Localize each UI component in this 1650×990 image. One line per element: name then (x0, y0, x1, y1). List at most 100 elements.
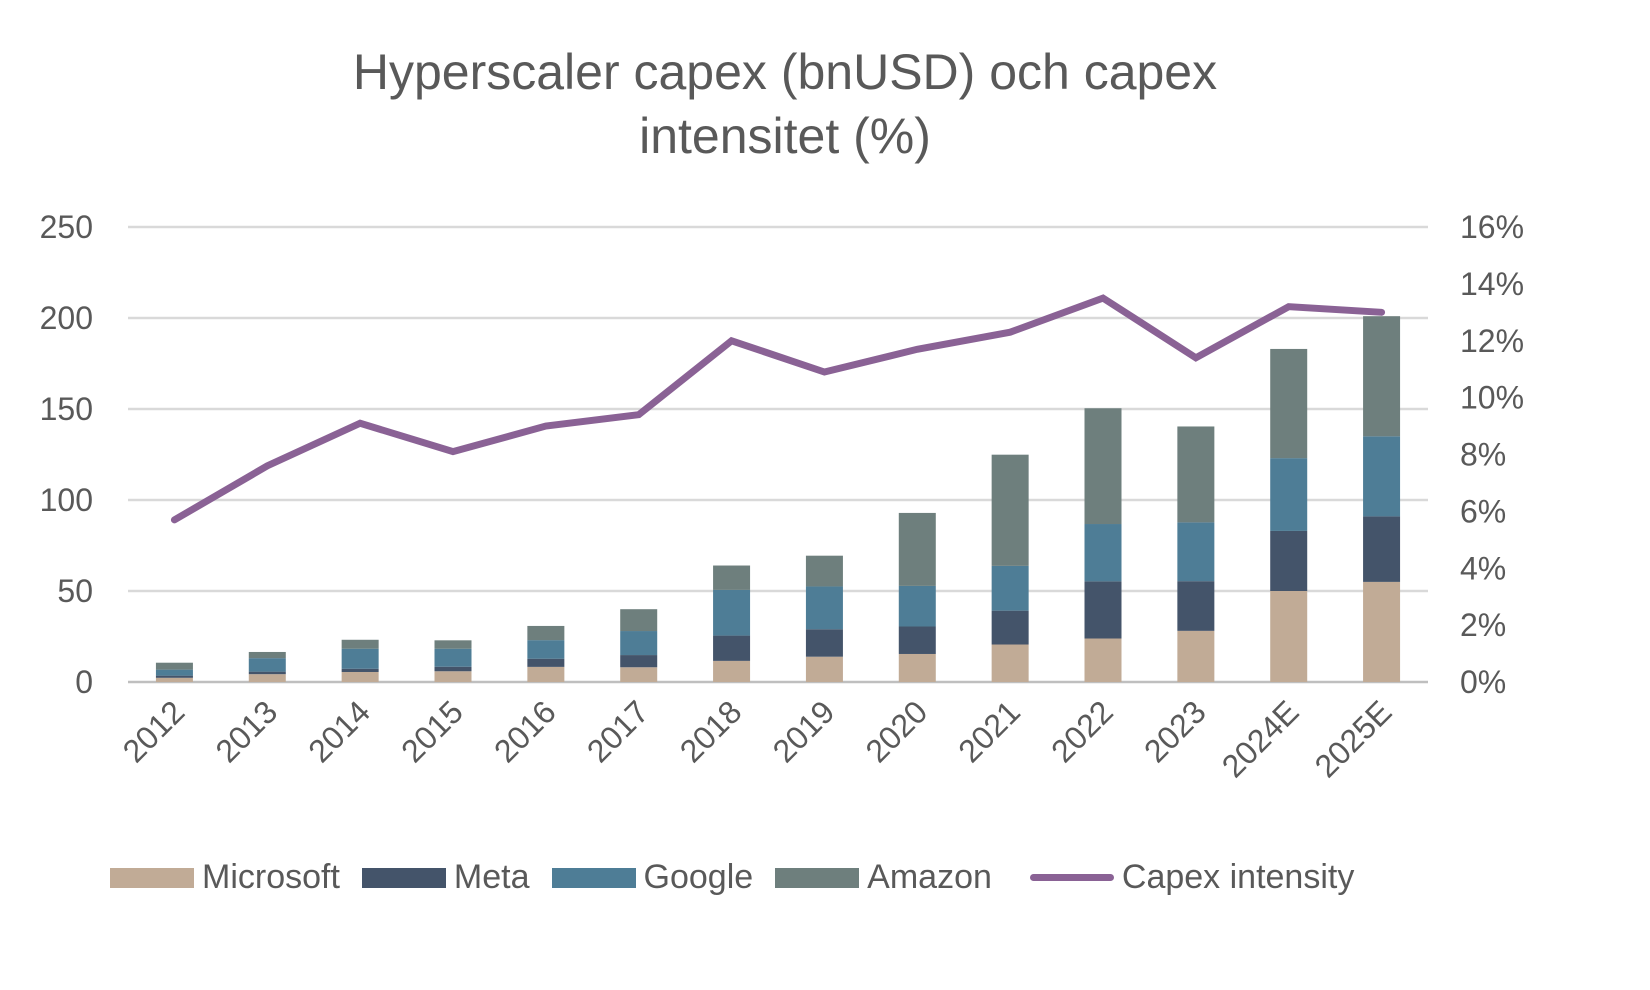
bar-amazon (248, 651, 286, 659)
bar-google (898, 585, 936, 627)
y-right-tick-label: 12% (1460, 323, 1524, 359)
bar-amazon (713, 565, 751, 590)
bar-amazon (620, 609, 658, 632)
bar-google (1363, 436, 1401, 517)
bar-amazon (805, 555, 843, 587)
bar-meta (1270, 530, 1308, 591)
line-capex-intensity (170, 294, 1386, 524)
bar-meta (1363, 516, 1401, 582)
bar-amazon (1363, 316, 1401, 437)
y-right-tick-label: 14% (1460, 266, 1524, 302)
legend-item-meta: Meta (361, 858, 530, 897)
bar-microsoft (341, 671, 379, 682)
bar-microsoft (991, 644, 1029, 682)
bar-microsoft (898, 653, 936, 682)
legend-item-microsoft: Microsoft (110, 858, 340, 897)
legend-label: Meta (453, 858, 530, 896)
y-left-tick-label: 200 (40, 300, 93, 336)
bar-microsoft (1363, 581, 1401, 682)
x-tick-label: 2021 (951, 693, 1027, 769)
chart-title: Hyperscaler capex (bnUSD) och capex inte… (0, 40, 1570, 168)
bar-google (341, 648, 379, 669)
y-left-tick-label: 150 (40, 391, 93, 427)
bar-microsoft (713, 660, 751, 682)
y-right-tick-label: 6% (1460, 493, 1506, 529)
bar-meta (527, 658, 565, 667)
bar-meta (991, 610, 1029, 645)
legend-swatch (775, 867, 860, 888)
bar-microsoft (1084, 638, 1122, 682)
x-tick-label: 2022 (1044, 693, 1120, 769)
bar-microsoft (155, 677, 193, 682)
x-tick-label: 2018 (673, 693, 749, 769)
x-tick-label: 2014 (301, 693, 377, 769)
bar-google (155, 669, 193, 676)
bar-google (620, 631, 658, 656)
bar-meta (434, 666, 472, 672)
bar-google (248, 658, 286, 672)
bar-microsoft (1177, 630, 1215, 682)
legend-item-amazon: Amazon (775, 858, 992, 897)
bar-amazon (991, 454, 1029, 566)
bar-amazon (1270, 348, 1308, 459)
bar-google (713, 589, 751, 636)
y-right-tick-label: 16% (1460, 209, 1524, 245)
bar-meta (805, 629, 843, 657)
legend-swatch (551, 867, 636, 888)
x-tick-label: 2016 (487, 693, 563, 769)
bar-google (1270, 458, 1308, 531)
bar-microsoft (620, 667, 658, 682)
legend-swatch (110, 867, 194, 888)
legend-label: Capex intensity (1121, 858, 1355, 896)
y-left-tick-label: 50 (57, 573, 93, 609)
legend-label: Microsoft (202, 858, 340, 896)
bar-meta (248, 671, 286, 675)
bar-microsoft (434, 671, 472, 682)
y-right-tick-label: 0% (1460, 664, 1506, 700)
bar-meta (1084, 581, 1122, 639)
x-tick-label: 2019 (766, 693, 842, 769)
bar-amazon (1084, 408, 1122, 525)
bar-google (1177, 522, 1215, 582)
bar-google (991, 565, 1029, 611)
chart-title-line2: intensitet (%) (639, 108, 931, 164)
legend-swatch (361, 867, 446, 888)
x-tick-label: 2025E (1308, 693, 1399, 784)
y-right-tick-label: 4% (1460, 550, 1506, 586)
legend-item-capex-intensity: Capex intensity (1029, 858, 1355, 897)
y-left-tick-label: 250 (40, 209, 93, 245)
bar-meta (713, 635, 751, 661)
bar-google (805, 586, 843, 630)
y-left-tick-label: 100 (40, 482, 93, 518)
y-right-tick-label: 8% (1460, 437, 1506, 473)
x-tick-label: 2020 (858, 693, 934, 769)
bar-meta (898, 626, 936, 654)
bar-google (434, 648, 472, 667)
y-left-tick-label: 0 (75, 664, 93, 700)
legend-label: Amazon (867, 858, 992, 896)
y-right-tick-label: 2% (1460, 607, 1506, 643)
bar-meta (155, 675, 193, 678)
bar-amazon (155, 662, 193, 670)
y-right-tick-label: 10% (1460, 380, 1524, 416)
bar-amazon (1177, 426, 1215, 523)
bar-amazon (898, 512, 936, 586)
bar-meta (341, 668, 379, 672)
chart-title-line1: Hyperscaler capex (bnUSD) och capex (352, 44, 1218, 100)
legend: Microsoft Meta Google Amazon Capex intensity (110, 858, 1376, 897)
bar-microsoft (1270, 591, 1308, 682)
bar-microsoft (805, 656, 843, 682)
x-tick-label: 2024E (1215, 693, 1306, 784)
legend-item-google: Google (551, 858, 753, 897)
legend-swatch (1029, 874, 1114, 881)
bar-google (527, 640, 565, 659)
x-tick-label: 2012 (116, 693, 192, 769)
x-tick-label: 2023 (1137, 693, 1213, 769)
bar-microsoft (248, 674, 286, 682)
bar-amazon (434, 640, 472, 649)
bar-google (1084, 524, 1122, 582)
bar-amazon (527, 625, 565, 641)
x-tick-label: 2013 (208, 693, 284, 769)
bar-microsoft (527, 666, 565, 682)
